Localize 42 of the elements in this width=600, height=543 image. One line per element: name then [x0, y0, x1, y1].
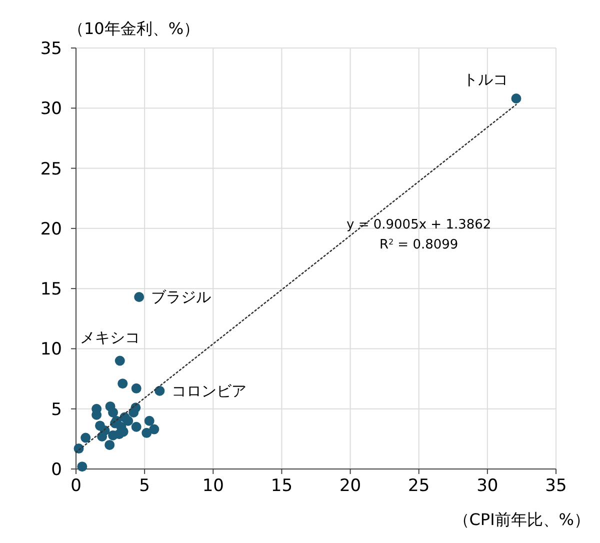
- annotation: コロンビア: [172, 382, 247, 400]
- x-tick-label: 5: [139, 476, 150, 496]
- y-tick-label: 0: [51, 460, 62, 480]
- x-axis-title: （CPI前年比、%）: [453, 510, 590, 529]
- y-tick-label: 25: [40, 159, 62, 180]
- y-tick-label: 20: [40, 219, 62, 240]
- y-tick-label: 30: [40, 99, 62, 120]
- annotation: y = 0.9005x + 1.3862: [346, 217, 492, 232]
- point: [144, 416, 154, 426]
- point: [142, 428, 152, 438]
- point: [131, 383, 142, 394]
- annotation: メキシコ: [80, 328, 140, 347]
- x-tick-label: 15: [270, 476, 293, 496]
- point: [108, 407, 118, 418]
- point: [114, 429, 124, 440]
- x-tick-label: 25: [408, 476, 430, 496]
- point: [123, 416, 134, 426]
- annotation: R$^{2}$ = 0.8099: [380, 236, 458, 252]
- point: [128, 407, 139, 418]
- x-tick-label: 10: [202, 476, 224, 496]
- point: [97, 432, 108, 442]
- point: [149, 424, 160, 434]
- y-axis-title: （10年金利、%）: [68, 19, 200, 38]
- x-tick-label: 0: [70, 476, 82, 496]
- y-tick-label: 5: [51, 400, 62, 420]
- y-tick-label: 35: [40, 39, 62, 59]
- point: [104, 440, 115, 450]
- point: [77, 462, 88, 472]
- x-tick-label: 30: [476, 476, 498, 496]
- y-tick-label: 10: [40, 340, 62, 360]
- point: [114, 356, 125, 366]
- point: [134, 292, 144, 302]
- y-tick-label: 15: [40, 280, 62, 300]
- annotation: トルコ: [463, 70, 508, 89]
- point: [511, 94, 522, 104]
- point: [131, 422, 142, 432]
- annotation: ブラジル: [151, 288, 212, 306]
- point: [154, 386, 165, 396]
- point: [80, 432, 91, 443]
- x-tick-label: 20: [339, 476, 362, 496]
- x-tick-label: 35: [545, 476, 567, 496]
- point: [118, 378, 128, 389]
